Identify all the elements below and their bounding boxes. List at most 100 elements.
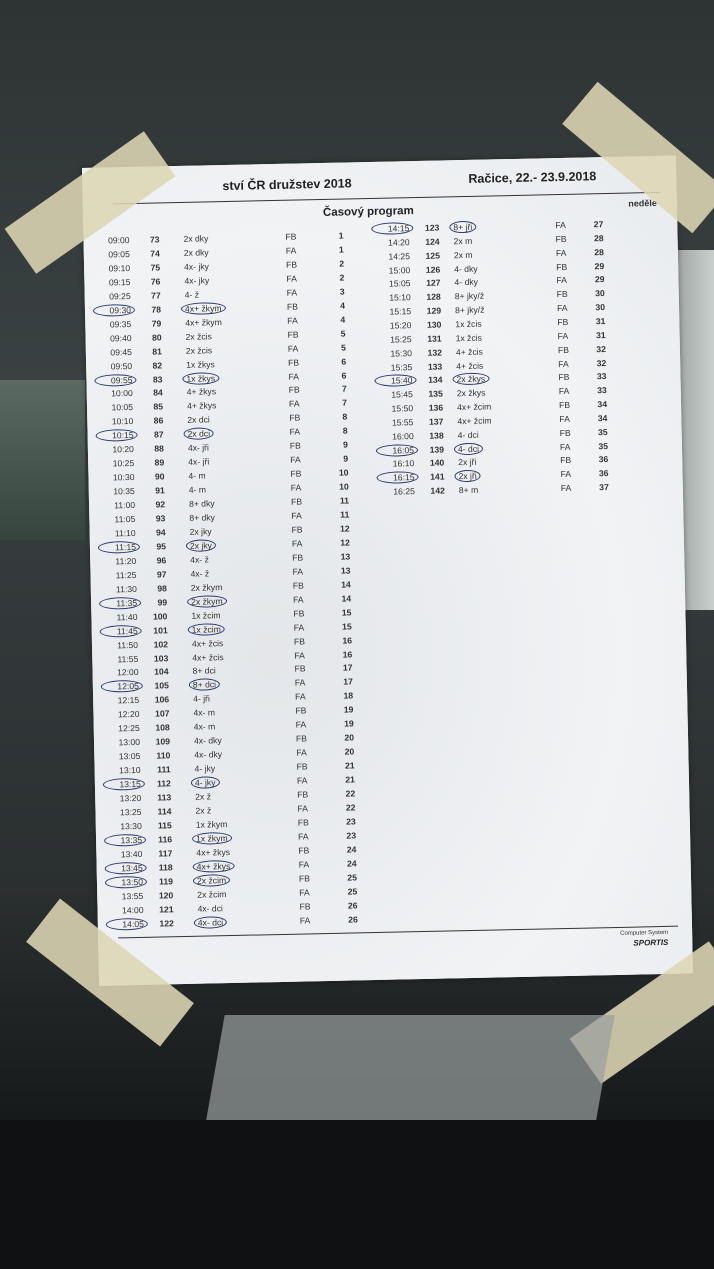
race-order: 24 — [346, 844, 357, 855]
race-order: 21 — [345, 774, 355, 785]
race-order: 13 — [340, 551, 351, 562]
event-name: 2x dky — [183, 233, 209, 244]
event-name: 4- m — [188, 470, 206, 481]
event-name: 1x žkys — [186, 358, 215, 370]
race-time: 15:40 — [374, 374, 417, 388]
lane: FA — [558, 386, 570, 397]
race-time: 15:55 — [391, 417, 414, 428]
event-name: 4- dky — [454, 263, 478, 274]
race-time: 16:10 — [392, 458, 415, 469]
race-order: 2 — [339, 258, 345, 269]
race-time: 09:50 — [110, 360, 133, 371]
race-number: 100 — [152, 610, 168, 622]
race-number: 106 — [154, 694, 170, 705]
race-number: 77 — [151, 290, 161, 301]
lane: FA — [555, 219, 566, 231]
place-date: Račice, 22.- 23.9.2018 — [468, 169, 597, 186]
race-number: 130 — [426, 319, 442, 330]
race-order: 29 — [594, 260, 605, 271]
lane: FB — [556, 261, 568, 272]
window-background — [0, 380, 85, 540]
race-number: 121 — [159, 903, 174, 915]
race-time: 11:50 — [117, 639, 139, 650]
lane: FB — [286, 301, 299, 312]
race-number: 107 — [154, 708, 170, 719]
race-order: 7 — [341, 383, 347, 395]
race-time: 13:10 — [119, 764, 141, 776]
lane: FA — [556, 275, 568, 286]
race-number: 89 — [154, 457, 165, 468]
race-number: 129 — [426, 305, 442, 316]
race-number: 105 — [154, 680, 169, 691]
race-number: 128 — [426, 291, 441, 303]
race-number: 101 — [153, 624, 168, 636]
race-number: 120 — [158, 889, 174, 901]
event-name: 2x ž — [195, 805, 212, 816]
race-number: 85 — [153, 401, 164, 412]
lane: FB — [285, 259, 298, 270]
lane: FB — [295, 705, 307, 716]
race-time: 09:15 — [108, 276, 131, 288]
event-name: 1x žcis — [455, 318, 482, 330]
race-order: 12 — [340, 537, 351, 548]
race-order: 17 — [343, 676, 353, 688]
event-name: 2x žkym — [190, 581, 223, 593]
race-number: 110 — [156, 750, 171, 761]
lane: FB — [293, 608, 305, 619]
lane: FB — [288, 384, 300, 396]
race-number: 132 — [427, 347, 443, 358]
event-name: 8+ dci — [188, 678, 221, 692]
lane: FB — [290, 496, 303, 507]
event-name: 2x ž — [195, 791, 212, 802]
lane: FA — [288, 371, 300, 382]
lane: FA — [560, 469, 572, 480]
race-order: 27 — [593, 219, 604, 230]
race-order: 37 — [599, 482, 609, 493]
race-order: 19 — [343, 704, 354, 715]
race-time: 14:00 — [121, 904, 144, 915]
race-number: 134 — [428, 374, 443, 386]
lane: FB — [294, 663, 306, 675]
lane: FB — [297, 789, 309, 800]
race-order: 11 — [339, 495, 350, 506]
race-number: 112 — [156, 778, 172, 789]
race-number: 76 — [150, 276, 161, 287]
lane: FA — [294, 649, 305, 661]
race-number: 74 — [150, 248, 160, 259]
event-name: 4- ž — [184, 289, 200, 300]
lane: FA — [557, 330, 569, 341]
race-number: 124 — [425, 236, 440, 247]
race-number: 87 — [153, 429, 164, 440]
race-number: 108 — [155, 722, 170, 733]
race-time: 12:05 — [100, 680, 143, 694]
race-time: 09:40 — [109, 332, 132, 344]
race-order: 10 — [339, 481, 349, 492]
race-time: 14:25 — [388, 250, 411, 262]
race-order: 23 — [346, 830, 357, 841]
race-time: 09:05 — [108, 248, 130, 260]
lane: FB — [298, 845, 310, 856]
event-name: 4x- m — [193, 721, 216, 733]
event-name: 4- jři — [193, 693, 210, 705]
event-name: 8+ jky/ž — [454, 290, 485, 302]
race-time: 11:00 — [114, 500, 136, 511]
papers-on-dashboard — [205, 1015, 615, 1125]
race-time: 13:30 — [120, 820, 142, 832]
event-name: 2x žcim — [192, 873, 231, 887]
event-name: 8+ m — [458, 484, 479, 496]
event-name: 4+ žkys — [186, 386, 217, 398]
race-number: 98 — [157, 583, 167, 594]
race-order: 6 — [341, 356, 347, 367]
event-name: 4x+ žcis — [191, 637, 224, 649]
race-time: 09:10 — [108, 262, 131, 274]
race-number: 138 — [429, 430, 444, 441]
lane: FB — [285, 231, 297, 242]
race-time: 09:30 — [92, 303, 136, 317]
race-number: 115 — [157, 820, 172, 831]
race-order: 21 — [344, 760, 355, 771]
event-name: 2x žkys — [456, 387, 486, 399]
lane: FB — [559, 427, 571, 438]
lane: FB — [291, 524, 303, 535]
lane: FB — [557, 316, 569, 328]
race-time: 10:10 — [111, 416, 134, 427]
